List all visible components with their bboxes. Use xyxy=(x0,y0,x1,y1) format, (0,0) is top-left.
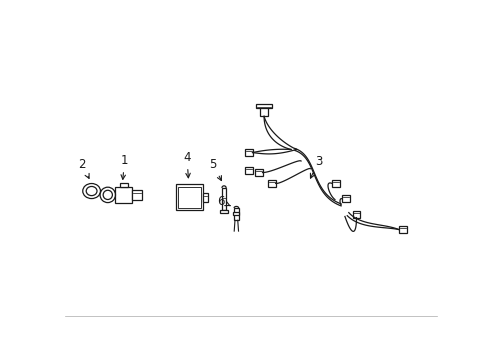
Bar xyxy=(132,189,142,200)
Text: 3: 3 xyxy=(310,155,322,178)
Bar xyxy=(115,187,132,203)
Bar xyxy=(331,180,339,187)
Text: 5: 5 xyxy=(209,158,221,181)
Bar xyxy=(233,212,239,215)
Bar xyxy=(244,149,252,156)
Bar xyxy=(175,184,203,210)
Bar xyxy=(222,188,226,210)
Bar xyxy=(352,211,360,217)
Text: 4: 4 xyxy=(183,151,190,178)
Bar xyxy=(244,167,252,174)
Bar xyxy=(120,183,127,187)
Bar xyxy=(203,193,207,202)
Text: 2: 2 xyxy=(79,158,89,178)
Bar xyxy=(220,210,227,213)
Bar xyxy=(256,104,271,108)
Bar xyxy=(254,169,262,176)
Bar xyxy=(267,180,275,187)
Text: 6: 6 xyxy=(217,195,230,208)
Text: 1: 1 xyxy=(121,154,128,179)
Bar xyxy=(178,187,200,208)
Bar xyxy=(398,226,406,233)
Bar xyxy=(260,105,267,116)
Bar xyxy=(234,208,238,220)
Bar xyxy=(341,195,349,202)
